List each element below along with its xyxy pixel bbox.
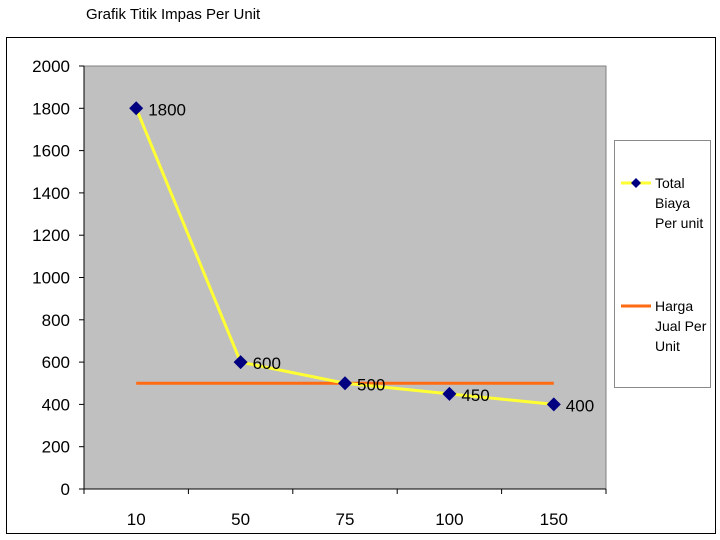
data-point-marker [338,376,352,391]
legend-swatch-harga-jual [621,304,651,308]
legend-label-line: Total [655,175,685,191]
chart-frame [6,37,716,534]
data-label: 450 [461,386,489,405]
x-tick-label: 150 [540,510,568,529]
legend-label-line: Harga [655,298,694,314]
legend-label-line: Biaya [655,195,691,211]
data-label: 600 [253,354,281,373]
legend-label-line: Unit [655,338,680,354]
x-tick-label: 75 [336,510,355,529]
x-tick-label: 10 [127,510,146,529]
data-label: 500 [357,375,385,394]
y-tick-label: 600 [42,353,70,372]
legend-diamond-marker [631,178,641,188]
y-tick-label: 1600 [32,142,70,161]
y-tick-label: 2000 [32,57,70,76]
data-label: 1800 [148,100,186,119]
data-label: 400 [566,396,594,415]
y-tick-label: 1000 [32,269,70,288]
data-point-marker [129,101,144,116]
y-tick-label: 1200 [32,226,70,245]
legend-label-line: Per unit [655,215,704,231]
y-tick-label: 800 [42,311,70,330]
data-point-marker [233,355,248,370]
data-point-marker [442,386,457,401]
data-point-marker [546,397,561,412]
legend-label-line: Jual Per [655,318,707,334]
legend: Total Biaya Per unit Harga Jual Per Unit [614,140,711,388]
chart-title: Grafik Titik Impas Per Unit [86,6,261,23]
y-tick-label: 200 [42,438,70,457]
plot-area [83,65,607,490]
x-tick-label: 100 [435,510,463,529]
legend-swatch-total-biaya [621,178,651,188]
y-tick-label: 1400 [32,184,70,203]
y-tick-label: 1800 [32,99,70,118]
x-tick-label: 50 [231,510,250,529]
legend-label-total-biaya: Total Biaya Per unit [655,173,711,233]
y-tick-label: 0 [61,480,70,499]
y-tick-label: 400 [42,395,70,414]
legend-label-harga-jual: Harga Jual Per Unit [655,296,711,356]
